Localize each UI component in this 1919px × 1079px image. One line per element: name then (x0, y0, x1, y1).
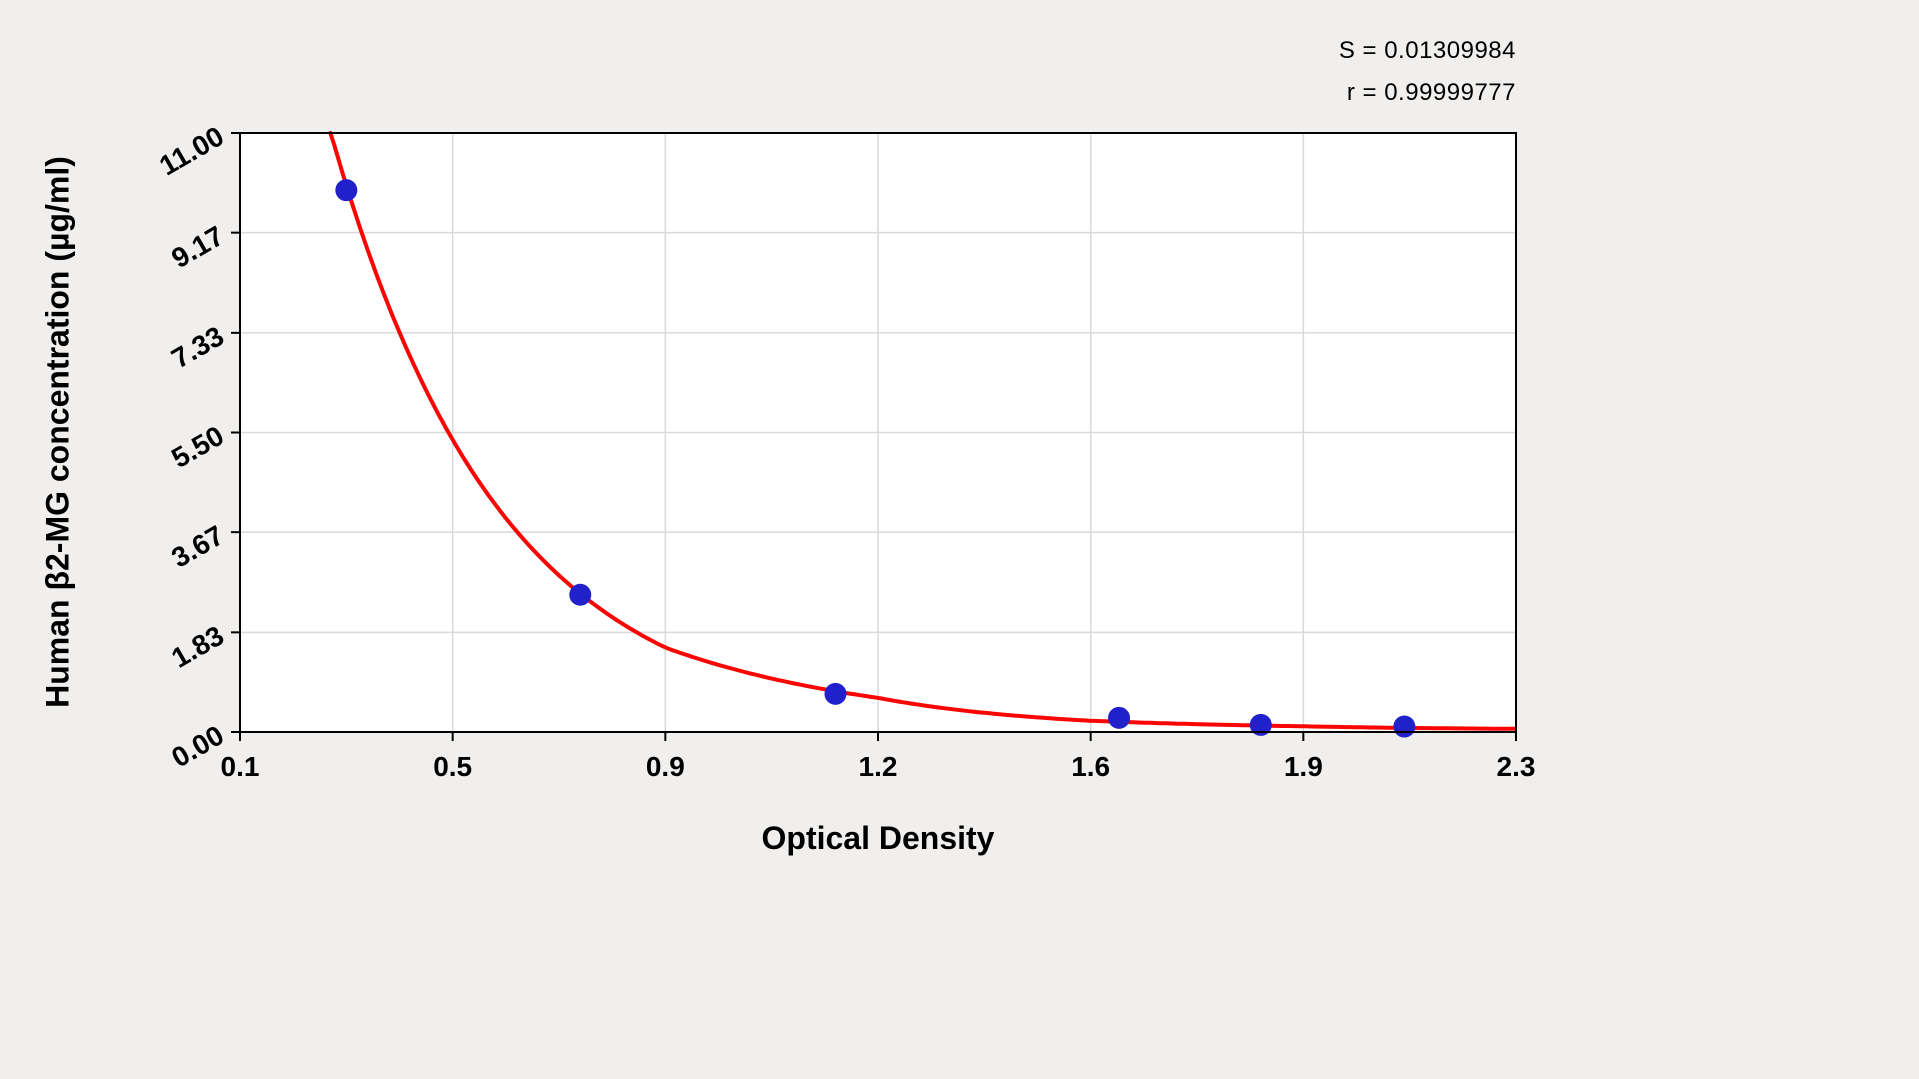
x-tick-label: 0.5 (433, 751, 472, 782)
stat-r-value: r = 0.99999777 (1346, 79, 1516, 106)
data-point (1108, 706, 1131, 729)
fit-statistics: S = 0.01309984 r = 0.99999777 (1339, 30, 1516, 114)
y-tick-label: 5.50 (166, 420, 229, 474)
data-point (569, 583, 592, 606)
y-tick-label: 7.33 (166, 320, 229, 374)
x-tick-label: 1.2 (859, 751, 898, 782)
x-axis-title: Optical Density (761, 820, 995, 856)
data-point (1393, 715, 1416, 738)
data-point (824, 682, 847, 705)
x-tick-label: 1.6 (1071, 751, 1110, 782)
y-tick-label: 1.83 (166, 620, 229, 674)
data-point (335, 179, 358, 202)
y-tick-label: 9.17 (166, 220, 229, 274)
data-point (1249, 713, 1272, 736)
stat-s-value: S = 0.01309984 (1338, 37, 1516, 64)
y-tick-label: 11.00 (154, 120, 229, 181)
y-axis-title: Human β2-MG concentration (µg/ml) (39, 156, 76, 708)
x-tick-label: 0.1 (221, 751, 260, 782)
x-tick-label: 1.9 (1284, 751, 1323, 782)
x-tick-label: 2.3 (1497, 751, 1536, 782)
y-tick-label: 3.67 (166, 520, 229, 574)
x-tick-label: 0.9 (646, 751, 685, 782)
fit-curve (328, 131, 1516, 731)
